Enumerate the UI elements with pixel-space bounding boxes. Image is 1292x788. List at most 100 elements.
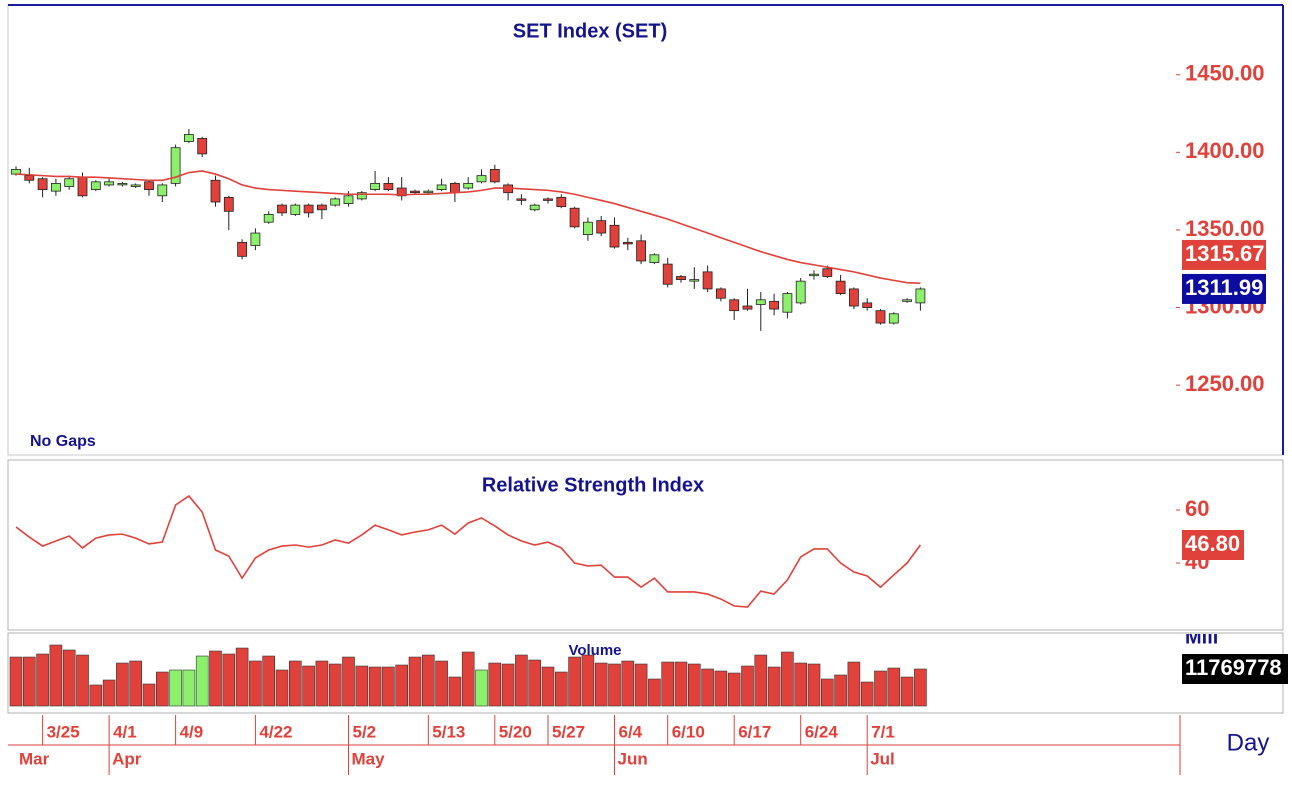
candle-body — [343, 195, 354, 204]
candle-body — [463, 182, 474, 189]
candle-body — [822, 268, 833, 277]
x-tick-label: 6/10 — [672, 722, 705, 741]
volume-bar — [49, 644, 63, 707]
candle-body — [583, 221, 593, 236]
candle-body — [250, 232, 261, 246]
candle-body — [237, 241, 248, 257]
volume-bar — [541, 666, 555, 707]
candle-body — [769, 300, 779, 310]
x-tick-label: 4/22 — [259, 722, 292, 741]
volume-bar — [914, 668, 927, 707]
volume-bar — [355, 665, 369, 707]
volume-bar — [36, 653, 49, 707]
candle-body — [862, 302, 873, 308]
candle-body — [476, 175, 487, 183]
candle-body — [383, 182, 394, 190]
volume-value-label: 11769778 — [1185, 655, 1282, 680]
volume-bar — [687, 663, 701, 707]
x-tick-label: 4/1 — [113, 722, 137, 741]
candle-body — [489, 169, 500, 183]
volume-bar — [781, 651, 794, 707]
volume-bar — [608, 663, 621, 707]
candle-body — [90, 181, 101, 190]
moving-average — [15, 170, 921, 285]
volume-bar — [262, 655, 276, 707]
volume-bar — [382, 666, 395, 707]
candle-body — [556, 196, 567, 208]
candle-body — [662, 263, 673, 285]
candle-body — [51, 182, 61, 192]
volume-bar — [701, 668, 714, 707]
rsi — [15, 494, 922, 608]
candle-body — [423, 190, 434, 194]
volume-bar — [315, 660, 329, 707]
month-label: May — [352, 749, 386, 768]
candle-body — [410, 190, 420, 194]
volume-bar — [22, 656, 36, 707]
volume-bar — [741, 665, 754, 707]
candle-body — [795, 280, 806, 304]
candle-body — [516, 198, 527, 201]
volume-bar — [435, 660, 448, 707]
note: No Gaps — [30, 433, 96, 450]
volume-bar — [568, 656, 581, 707]
candle-body — [915, 288, 926, 304]
candle-body — [782, 293, 793, 313]
volume-bar — [847, 661, 861, 707]
candle-body — [157, 184, 168, 197]
candle-body — [77, 176, 88, 197]
y-tick-label: 1400.00 — [1185, 138, 1265, 163]
x-tick-label: 6/17 — [738, 722, 771, 741]
volume-bar — [62, 649, 76, 707]
candle-body — [24, 175, 35, 181]
candle-body — [290, 204, 301, 215]
candle-body — [370, 182, 381, 190]
volume-bar — [754, 654, 768, 707]
ma-value-box — [1182, 239, 1266, 270]
volume-bar — [634, 663, 648, 707]
candle-body — [277, 204, 287, 214]
volume-bar — [674, 661, 688, 707]
candle-body — [37, 178, 48, 190]
candle-body — [436, 184, 447, 190]
month-label: Mar — [19, 749, 50, 768]
candle-body — [702, 271, 713, 290]
volume-bar — [834, 674, 847, 707]
volume-value-box — [1182, 654, 1288, 685]
rsi-value-label: 46.80 — [1185, 531, 1240, 556]
close-value-box — [1182, 273, 1266, 304]
candle-body — [835, 280, 846, 294]
volume-bar — [116, 662, 129, 707]
candle-body — [596, 220, 607, 234]
volume-bar — [288, 660, 302, 707]
volume-bar — [395, 664, 409, 707]
candle-body — [689, 279, 700, 282]
candle-body — [263, 214, 274, 223]
volume-bar — [102, 679, 116, 707]
candle-body — [622, 241, 633, 245]
y-tick-label: 1450.00 — [1185, 61, 1265, 86]
volume-bar — [461, 651, 475, 707]
y-tick-label: 60 — [1185, 496, 1209, 521]
volume-bar — [714, 670, 728, 707]
candle-body — [755, 299, 766, 305]
volume-bar — [648, 678, 661, 707]
candle-body — [676, 276, 686, 281]
volume-bar — [89, 684, 103, 707]
candle-body — [449, 182, 460, 194]
x-tick-label: 4/9 — [180, 722, 204, 741]
volume-bar — [475, 669, 488, 707]
x-tick-label: 6/24 — [805, 722, 839, 741]
volume-bar — [408, 656, 422, 707]
volume-bar — [275, 669, 289, 707]
volume-bar — [887, 667, 901, 707]
volume-title: Volume — [568, 642, 621, 659]
volume-bar — [76, 654, 89, 707]
candle-body — [183, 134, 194, 142]
volume-bar — [767, 666, 781, 707]
candle-body — [875, 310, 886, 324]
volume-bar — [807, 663, 821, 707]
candle-body — [144, 181, 154, 190]
candle-body — [210, 179, 221, 203]
volume-bar — [448, 676, 462, 707]
